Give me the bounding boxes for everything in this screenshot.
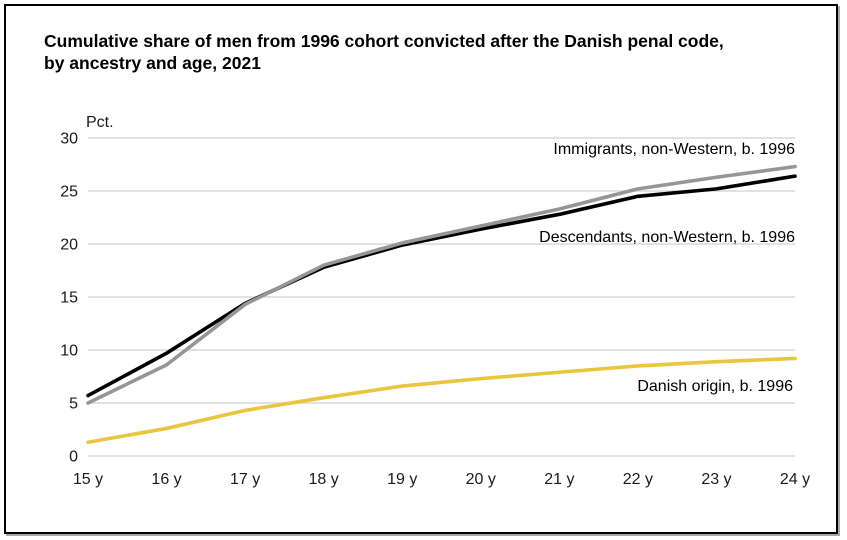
series-line-danish-origin: [86, 356, 797, 445]
x-tick-label: 16 y: [151, 471, 181, 488]
series-line-immigrants: [86, 164, 797, 405]
x-tick-label: 24 y: [780, 471, 810, 488]
y-tick-label: 20: [60, 237, 78, 254]
chart-frame: [4, 4, 838, 534]
series-line-descendants: [86, 174, 797, 398]
x-tick-label: 17 y: [230, 471, 260, 488]
x-tick-label: 21 y: [544, 471, 574, 488]
y-axis-unit-label: Pct.: [86, 114, 114, 131]
y-tick-label: 25: [60, 184, 78, 201]
chart-title-line1: Cumulative share of men from 1996 cohort…: [44, 31, 724, 51]
series-label-danish-origin: Danish origin, b. 1996: [637, 378, 793, 395]
x-tick-label: 23 y: [701, 471, 731, 488]
series-label-descendants: Descendants, non-Western, b. 1996: [539, 229, 795, 246]
y-tick-label: 0: [69, 449, 78, 466]
chart-title: Cumulative share of men from 1996 cohort…: [44, 30, 724, 74]
chart-title-line2: by ancestry and age, 2021: [44, 53, 261, 73]
y-tick-label: 10: [60, 343, 78, 360]
x-tick-label: 22 y: [623, 471, 653, 488]
x-tick-label: 20 y: [466, 471, 496, 488]
series-label-immigrants: Immigrants, non-Western, b. 1996: [553, 141, 795, 158]
x-tick-label: 18 y: [309, 471, 339, 488]
y-tick-label: 15: [60, 290, 78, 307]
x-tick-label: 15 y: [73, 471, 103, 488]
y-tick-label: 5: [69, 396, 78, 413]
x-tick-label: 19 y: [387, 471, 417, 488]
y-tick-label: 30: [60, 131, 78, 148]
